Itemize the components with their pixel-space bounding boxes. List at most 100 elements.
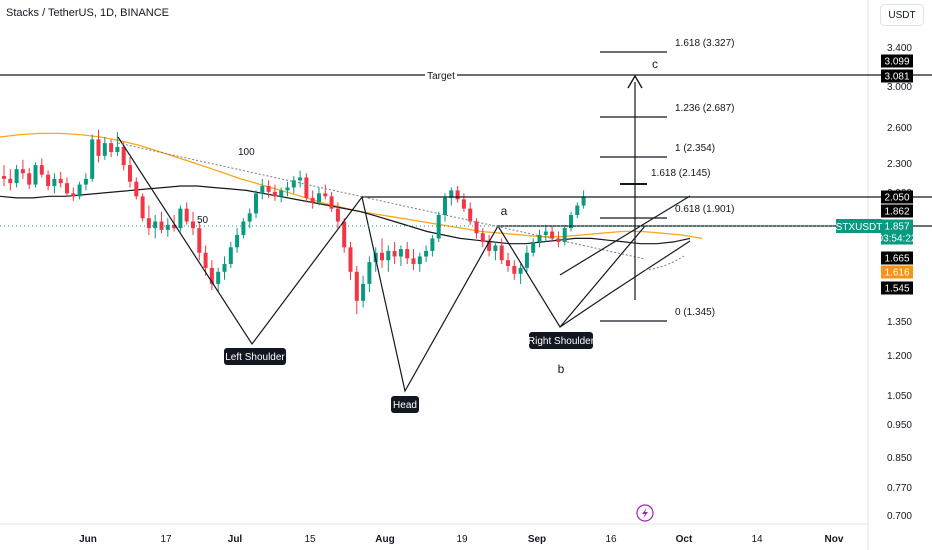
candle: [14, 165, 19, 188]
candle: [260, 178, 265, 200]
channel-lower[interactable]: [611, 240, 691, 293]
candle: [109, 139, 114, 158]
candle: [575, 202, 580, 219]
x-tick-label: 17: [160, 534, 172, 545]
candle: [46, 170, 51, 191]
y-tick-label: 2.600: [887, 123, 912, 134]
candle: [228, 241, 233, 268]
candle: [39, 158, 44, 178]
candle: [128, 157, 132, 188]
candle: [298, 170, 303, 188]
candle: [531, 238, 536, 257]
candle: [474, 218, 479, 239]
candle: [134, 177, 139, 200]
channel-base[interactable]: [559, 291, 613, 328]
candle: [342, 218, 347, 253]
candle: [304, 173, 309, 203]
right-shoulder-label-bg: [529, 332, 593, 349]
candle: [27, 167, 32, 189]
candle: [398, 245, 403, 266]
y-tick-label: 3.400: [887, 43, 912, 54]
svg-text:3.099: 3.099: [884, 57, 909, 68]
y-tick-label: 0.850: [887, 453, 912, 464]
candle: [235, 228, 240, 253]
svg-text:STXUSDT: STXUSDT: [836, 222, 883, 233]
projection-path: [644, 255, 685, 271]
candle: [285, 181, 290, 197]
price-axis-label: 1.862: [881, 204, 913, 218]
price-axis-label: 1.857: [881, 219, 913, 233]
candle: [58, 171, 63, 188]
y-tick-label: 1.200: [887, 351, 912, 362]
fib-level-label: 1.236 (2.687): [675, 103, 735, 114]
candle: [191, 211, 195, 235]
candle: [203, 245, 208, 276]
ma-50-line: [0, 185, 691, 245]
wave-a-label: a: [501, 204, 508, 218]
candle: [33, 162, 38, 188]
fib-level-label: 1 (2.354): [675, 143, 715, 154]
currency-button[interactable]: USDT: [880, 4, 924, 26]
candle: [8, 169, 13, 191]
candle: [2, 165, 6, 187]
candle: [272, 184, 277, 201]
svg-text:1.665: 1.665: [884, 254, 909, 265]
candle: [335, 202, 340, 229]
svg-text:1.862: 1.862: [884, 207, 909, 218]
candle: [543, 224, 548, 242]
candle: [241, 218, 246, 239]
y-tick-label: 0.770: [887, 483, 912, 494]
candle: [569, 211, 573, 232]
candle: [310, 190, 315, 209]
x-tick-label: 14: [751, 534, 763, 545]
svg-text:1.616: 1.616: [884, 268, 909, 279]
candle: [77, 181, 82, 200]
candle: [550, 226, 555, 242]
price-axis-label: 1.665: [881, 251, 913, 265]
y-tick-label: 3.000: [887, 82, 912, 93]
descending-trendline[interactable]: [117, 142, 646, 260]
candle: [178, 205, 183, 232]
candle: [216, 267, 221, 293]
fib-level-label: 0.618 (1.901): [675, 204, 735, 215]
target-label: Target: [427, 71, 455, 82]
candle: [140, 193, 145, 222]
candle: [247, 208, 252, 229]
channel-upper[interactable]: [559, 195, 691, 276]
x-tick-label: 15: [304, 534, 316, 545]
price-axis-label: 2.050: [881, 190, 913, 204]
y-tick-label: 1.350: [887, 317, 912, 328]
candle: [455, 186, 460, 203]
fib-level-label: 0 (1.345): [675, 307, 715, 318]
candle: [209, 260, 214, 291]
candle: [184, 202, 189, 225]
candle: [279, 187, 284, 203]
candle: [266, 180, 271, 198]
candle: [329, 191, 334, 212]
candle: [323, 184, 328, 200]
symbol-price-tag: STXUSDT: [836, 219, 883, 233]
svg-text:03:54:22: 03:54:22: [878, 234, 917, 245]
svg-text:2.050: 2.050: [884, 193, 909, 204]
candle: [499, 238, 504, 265]
candle: [562, 224, 567, 246]
candle: [159, 211, 164, 234]
candle: [348, 241, 353, 280]
candle: [71, 187, 76, 201]
candle: [291, 176, 296, 194]
candle: [417, 252, 422, 272]
candle: [367, 256, 372, 293]
candle: [537, 229, 542, 248]
svg-text:3.081: 3.081: [884, 72, 909, 83]
candle: [411, 249, 416, 270]
candle: [386, 245, 391, 272]
lightning-icon[interactable]: [636, 504, 654, 522]
y-tick-label: 0.950: [887, 420, 912, 431]
candle: [468, 202, 473, 225]
candle: [146, 205, 151, 235]
candle: [65, 177, 69, 197]
candle: [102, 137, 107, 160]
x-tick-label: Aug: [375, 534, 394, 545]
candle: [153, 214, 158, 239]
